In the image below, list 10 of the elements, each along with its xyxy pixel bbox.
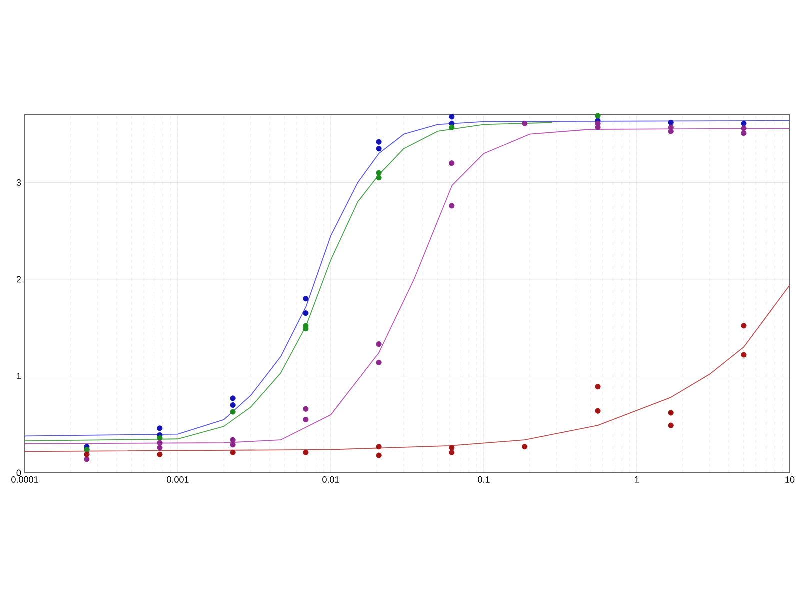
x-tick-label: 0.01 [322, 476, 340, 483]
x-tick-label: 0.0001 [12, 476, 38, 483]
y-tick-label: 2 [16, 276, 22, 283]
x-tick-label: 0.1 [478, 476, 490, 483]
y-tick-label: 1 [17, 373, 22, 380]
x-tick-label: 10 [786, 476, 795, 483]
y-tick-label: 0 [16, 470, 22, 476]
x-tick-label: 0.001 [167, 476, 189, 483]
x-tick-label: 1 [635, 476, 640, 483]
y-tick-label: 3 [16, 180, 22, 186]
